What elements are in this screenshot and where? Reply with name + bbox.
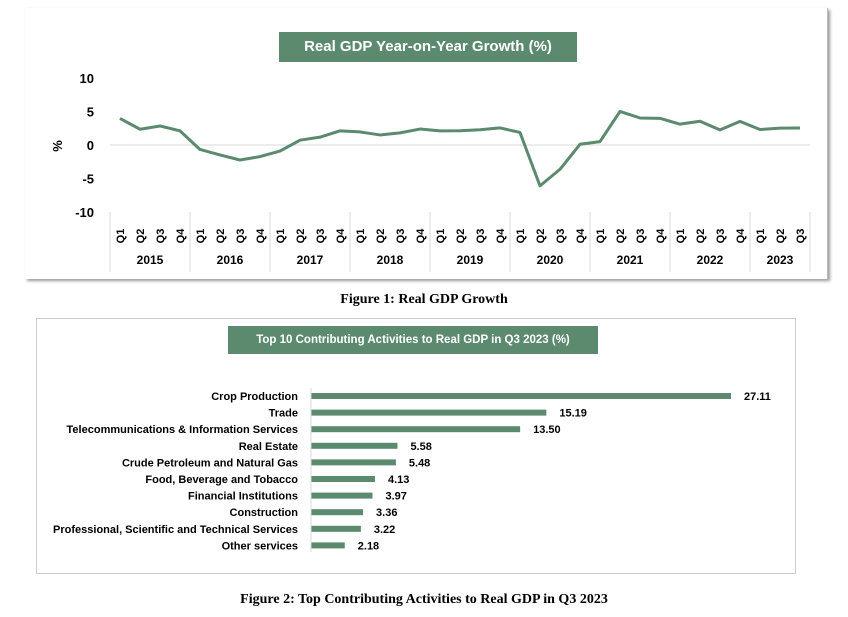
x-tick-label: Q2 <box>375 229 387 244</box>
y-axis-label: % <box>50 140 65 152</box>
y-tick-label: 5 <box>87 105 94 120</box>
bar-category-label: Construction <box>230 507 299 519</box>
x-tick-label: Q1 <box>435 229 447 244</box>
x-tick-label: Q4 <box>735 228 747 244</box>
bar-value-label: 3.36 <box>376 507 397 519</box>
x-tick-label: Q4 <box>255 228 267 244</box>
bar-category-label: Trade <box>269 408 298 420</box>
x-tick-label: Q1 <box>275 229 287 244</box>
x-tick-label: Q2 <box>295 229 307 244</box>
top-activities-chart-panel <box>36 318 796 574</box>
bar-category-label: Telecommunications & Information Service… <box>67 424 298 436</box>
x-tick-label: Q3 <box>315 229 327 244</box>
bar <box>311 476 375 482</box>
bar <box>311 393 731 399</box>
bar <box>311 426 521 433</box>
y-tick-label: -10 <box>75 205 94 220</box>
y-tick-label: -5 <box>82 172 94 187</box>
y-tick-label: 0 <box>87 138 94 153</box>
bar <box>311 525 361 532</box>
bar-category-label: Food, Beverage and Tobacco <box>145 474 298 486</box>
x-tick-label: Q3 <box>555 229 567 244</box>
x-tick-label: Q1 <box>755 229 767 244</box>
bar-category-label: Other services <box>222 540 298 552</box>
line-chart-title: Real GDP Year-on-Year Growth (%) <box>279 32 577 62</box>
x-tick-label: Q3 <box>795 229 807 244</box>
bar-value-label: 3.97 <box>386 491 407 503</box>
year-label: 2018 <box>377 253 404 267</box>
bar-category-label: Professional, Scientific and Technical S… <box>53 524 298 536</box>
year-label: 2015 <box>137 253 164 267</box>
bar-value-label: 5.48 <box>409 457 430 469</box>
year-label: 2023 <box>767 253 794 267</box>
figure-2-caption: Figure 2: Top Contributing Activities to… <box>240 592 608 607</box>
x-tick-label: Q4 <box>415 228 427 244</box>
x-tick-label: Q3 <box>155 229 167 244</box>
x-tick-label: Q3 <box>235 229 247 244</box>
x-tick-label: Q4 <box>655 228 667 244</box>
x-tick-label: Q1 <box>195 229 207 244</box>
x-tick-label: Q1 <box>595 229 607 244</box>
bar <box>311 542 345 549</box>
x-tick-label: Q1 <box>115 229 127 244</box>
gdp-growth-line <box>119 109 801 188</box>
x-tick-label: Q4 <box>335 228 347 244</box>
bar-value-label: 13.50 <box>533 424 561 436</box>
bar-value-label: 4.13 <box>388 474 409 486</box>
year-label: 2021 <box>617 253 644 267</box>
x-tick-label: Q3 <box>715 229 727 244</box>
bar-value-label: 5.58 <box>410 441 431 453</box>
bar-category-label: Real Estate <box>239 441 298 453</box>
x-tick-label: Q1 <box>355 229 367 244</box>
x-tick-label: Q3 <box>635 229 647 244</box>
bar-value-label: 27.11 <box>744 391 771 403</box>
year-label: 2016 <box>217 253 244 267</box>
x-tick-label: Q2 <box>215 229 227 244</box>
bar <box>311 442 398 449</box>
year-label: 2019 <box>457 253 484 267</box>
bar-value-label: 15.19 <box>559 408 587 420</box>
x-tick-label: Q1 <box>675 229 687 244</box>
year-label: 2017 <box>297 253 324 267</box>
bar-chart-title: Top 10 Contributing Activities to Real G… <box>228 326 598 354</box>
bar <box>311 492 373 499</box>
x-tick-label: Q2 <box>135 229 147 244</box>
x-tick-label: Q4 <box>175 228 187 244</box>
x-tick-label: Q2 <box>455 229 467 244</box>
x-tick-label: Q1 <box>515 229 527 244</box>
bar <box>311 409 547 416</box>
bar <box>311 509 364 516</box>
x-tick-label: Q3 <box>395 229 407 244</box>
x-tick-label: Q4 <box>495 228 507 244</box>
bar <box>311 459 396 466</box>
year-label: 2022 <box>697 253 724 267</box>
bar-value-label: 2.18 <box>358 540 379 552</box>
year-label: 2020 <box>537 253 564 267</box>
bar-category-label: Financial Institutions <box>188 491 298 503</box>
bar-category-label: Crop Production <box>211 391 298 403</box>
x-tick-label: Q2 <box>695 229 707 244</box>
figure-1-caption: Figure 1: Real GDP Growth <box>340 292 508 307</box>
bar-category-label: Crude Petroleum and Natural Gas <box>122 457 298 469</box>
x-tick-label: Q2 <box>775 229 787 244</box>
bar-value-label: 3.22 <box>374 524 395 536</box>
y-tick-label: 10 <box>80 71 94 86</box>
x-tick-label: Q4 <box>575 228 587 244</box>
x-tick-label: Q2 <box>615 229 627 244</box>
x-tick-label: Q3 <box>475 229 487 244</box>
x-tick-label: Q2 <box>535 229 547 244</box>
